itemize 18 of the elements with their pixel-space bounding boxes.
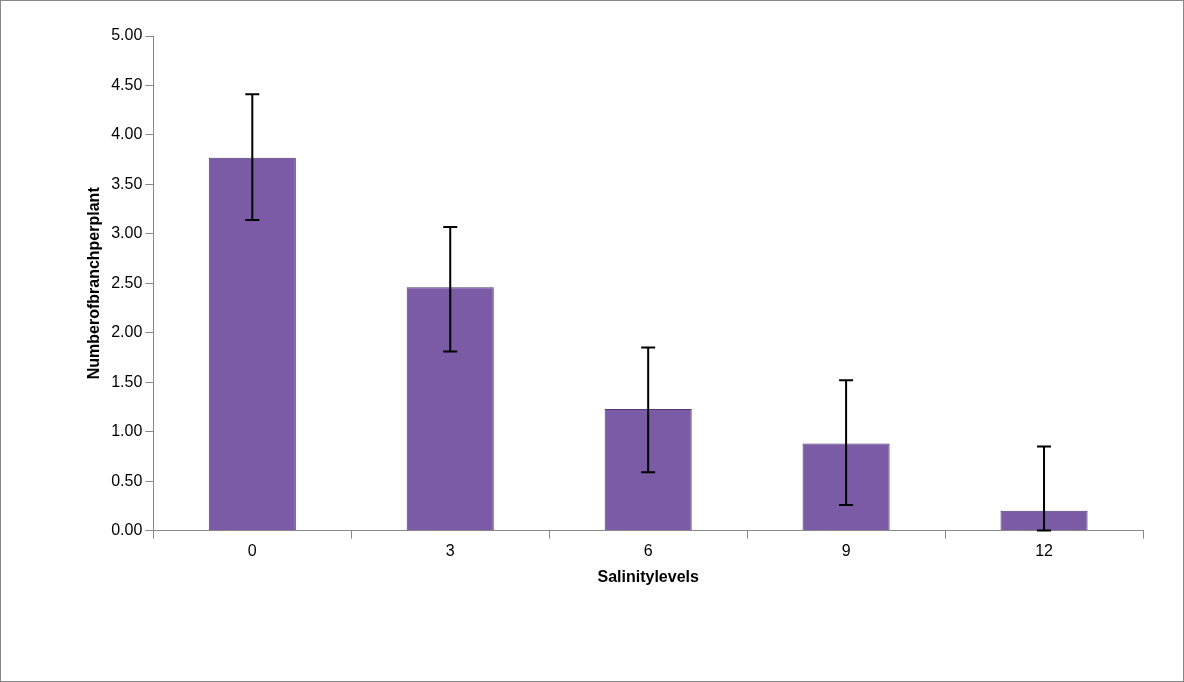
- x-tick-label: 12: [1035, 541, 1054, 559]
- x-axis-title: Salinitylevels: [597, 567, 699, 585]
- x-tick-label: 0: [247, 541, 257, 559]
- y-tick-label: 4.50: [111, 75, 143, 93]
- y-tick-label: 5.00: [111, 26, 143, 44]
- y-tick-label: 4.00: [111, 125, 143, 143]
- y-tick-label: 3.50: [111, 174, 143, 192]
- y-tick-label: 1.00: [111, 422, 143, 440]
- y-tick-label: 1.50: [111, 372, 143, 390]
- y-tick-label: 3.00: [111, 224, 143, 242]
- y-tick-label: 0.00: [111, 521, 143, 539]
- y-tick-label: 2.50: [111, 273, 143, 291]
- y-axis-title: Numberofbranchperplant: [85, 186, 103, 380]
- y-tick-label: 0.50: [111, 471, 143, 489]
- x-tick-label: 6: [643, 541, 653, 559]
- x-tick-label: 9: [841, 541, 851, 559]
- x-tick-label: 3: [445, 541, 455, 559]
- y-tick-label: 2.00: [111, 323, 143, 341]
